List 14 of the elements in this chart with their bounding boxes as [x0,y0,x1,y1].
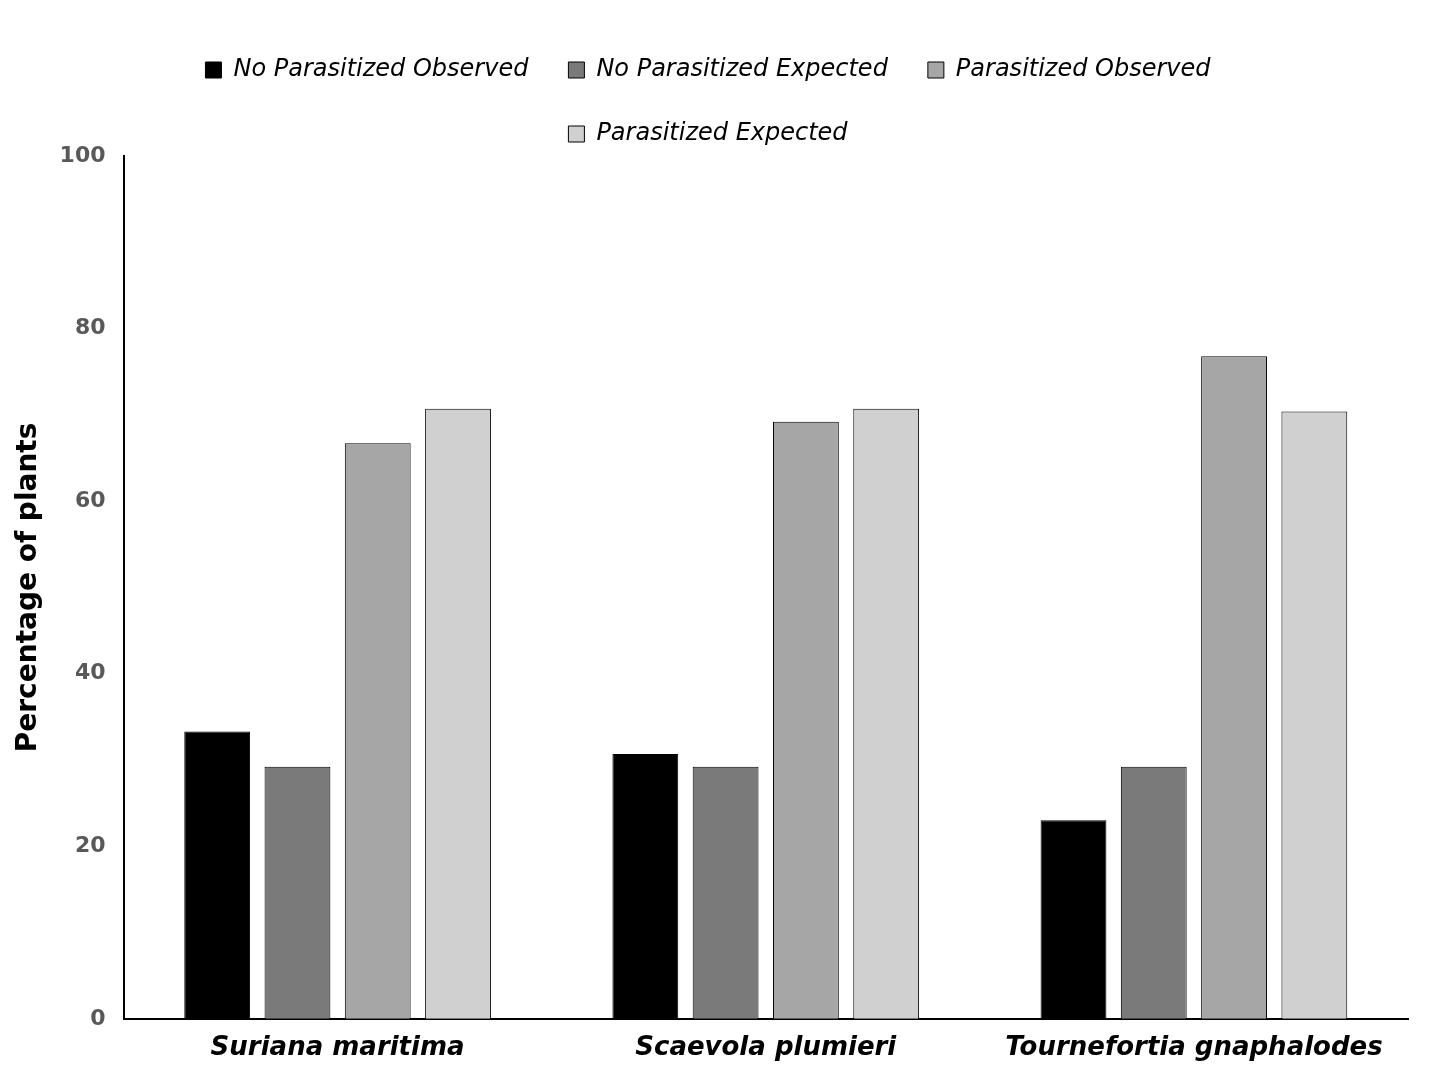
y-tick-label: 80 [74,314,106,340]
y-tick-label: 0 [90,1004,106,1030]
y-axis-title: Percentage of plants [10,422,44,753]
y-tick-label: 40 [74,659,106,685]
x-tick-label: Suriana maritima [210,1031,465,1062]
x-tick-label: Tournefortia gnaphalodes [1005,1031,1383,1062]
legend-label: Parasitized Expected [596,118,849,147]
x-tick-label: Scaevola plumieri [635,1031,898,1062]
legend-label: Parasitized Observed [955,54,1212,83]
y-tick-label: 60 [74,486,106,512]
legend-label: No Parasitized Observed [233,54,530,83]
y-tick-label: 100 [59,141,106,167]
legend-label: No Parasitized Expected [596,54,889,83]
y-tick-label: 20 [74,831,106,857]
